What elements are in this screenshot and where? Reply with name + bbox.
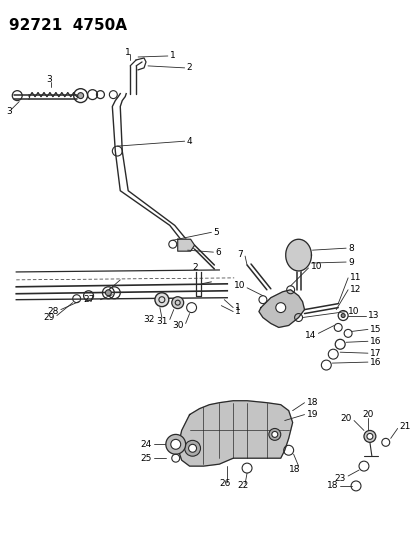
Text: 10: 10	[233, 281, 244, 290]
Text: 5: 5	[213, 228, 218, 237]
Text: 17: 17	[369, 349, 380, 358]
Text: 8: 8	[347, 244, 353, 253]
Text: 10: 10	[347, 307, 359, 316]
Text: 32: 32	[143, 315, 154, 324]
Circle shape	[340, 313, 344, 318]
Text: 13: 13	[367, 311, 378, 320]
Circle shape	[171, 439, 180, 449]
Text: 28: 28	[47, 307, 59, 316]
Circle shape	[78, 93, 83, 99]
Text: 16: 16	[369, 337, 380, 346]
Circle shape	[171, 297, 183, 309]
Text: 1: 1	[169, 52, 175, 60]
Circle shape	[268, 429, 280, 440]
Text: 4: 4	[186, 136, 192, 146]
Text: 31: 31	[156, 317, 167, 326]
Polygon shape	[177, 239, 194, 251]
Circle shape	[154, 293, 169, 306]
Text: 92721  4750A: 92721 4750A	[9, 18, 127, 34]
Text: 30: 30	[172, 321, 183, 330]
Text: 24: 24	[140, 440, 152, 449]
Text: 10: 10	[310, 262, 321, 271]
Text: 1: 1	[235, 307, 240, 316]
Text: 19: 19	[306, 410, 317, 419]
Text: 25: 25	[140, 454, 152, 463]
Text: 2: 2	[186, 63, 192, 72]
Text: 15: 15	[369, 325, 380, 334]
Text: 3: 3	[7, 107, 12, 116]
Text: 20: 20	[361, 410, 373, 419]
Polygon shape	[258, 290, 304, 327]
Text: 9: 9	[347, 257, 353, 266]
Text: 26: 26	[219, 480, 230, 488]
Text: 29: 29	[43, 313, 55, 322]
Text: 18: 18	[288, 465, 300, 474]
Circle shape	[275, 303, 285, 312]
Text: 27: 27	[83, 295, 94, 304]
Text: 6: 6	[215, 248, 221, 256]
Circle shape	[363, 431, 375, 442]
Text: 7: 7	[237, 249, 242, 259]
Text: 3: 3	[46, 75, 52, 84]
Text: 14: 14	[304, 331, 316, 340]
Text: 21: 21	[399, 422, 410, 431]
Circle shape	[188, 445, 196, 452]
Circle shape	[366, 433, 372, 439]
Text: 12: 12	[349, 285, 361, 294]
Circle shape	[166, 434, 185, 454]
Circle shape	[105, 290, 111, 296]
Text: 1: 1	[125, 47, 131, 56]
Text: 20: 20	[340, 414, 351, 423]
Text: 22: 22	[237, 481, 248, 490]
Polygon shape	[177, 401, 292, 466]
Text: 18: 18	[306, 398, 317, 407]
Circle shape	[184, 440, 200, 456]
Text: 11: 11	[349, 273, 361, 282]
Text: 2: 2	[192, 263, 198, 272]
Polygon shape	[285, 239, 311, 271]
Text: 23: 23	[334, 473, 345, 482]
Circle shape	[271, 431, 277, 438]
Text: 16: 16	[369, 358, 380, 367]
Text: 1: 1	[235, 303, 240, 312]
Text: 18: 18	[326, 481, 337, 490]
